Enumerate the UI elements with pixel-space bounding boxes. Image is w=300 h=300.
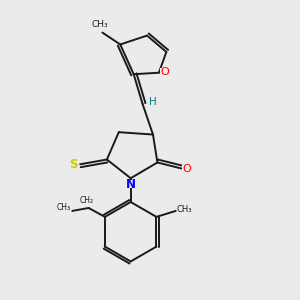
Bar bbox=[182, 165, 191, 173]
Bar bbox=[160, 68, 169, 76]
Text: H: H bbox=[149, 97, 157, 106]
Text: CH₃: CH₃ bbox=[176, 205, 192, 214]
Bar bbox=[69, 160, 78, 168]
Text: S: S bbox=[69, 158, 78, 171]
Text: O: O bbox=[182, 164, 191, 174]
Text: CH₃: CH₃ bbox=[57, 203, 71, 212]
Bar bbox=[127, 181, 135, 188]
Text: CH₂: CH₂ bbox=[80, 196, 94, 205]
Text: CH₃: CH₃ bbox=[91, 20, 108, 29]
Bar bbox=[149, 98, 157, 105]
Text: N: N bbox=[126, 178, 136, 191]
Text: O: O bbox=[160, 67, 169, 77]
